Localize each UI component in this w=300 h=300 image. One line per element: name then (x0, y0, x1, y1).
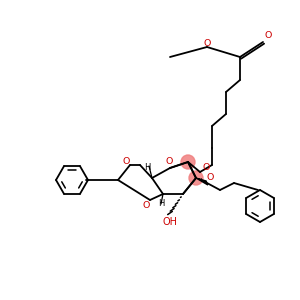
Text: H: H (144, 164, 150, 172)
Text: O: O (122, 157, 130, 166)
Text: O: O (165, 158, 173, 166)
Text: O: O (264, 32, 272, 40)
Text: O: O (206, 173, 214, 182)
Circle shape (189, 171, 203, 185)
Text: O: O (142, 200, 150, 209)
Text: H: H (158, 200, 164, 208)
Text: ''': ''' (197, 177, 203, 183)
Text: O: O (202, 164, 210, 172)
Circle shape (181, 155, 195, 169)
Text: O: O (203, 40, 211, 49)
Text: OH: OH (163, 217, 178, 227)
Polygon shape (196, 178, 208, 185)
